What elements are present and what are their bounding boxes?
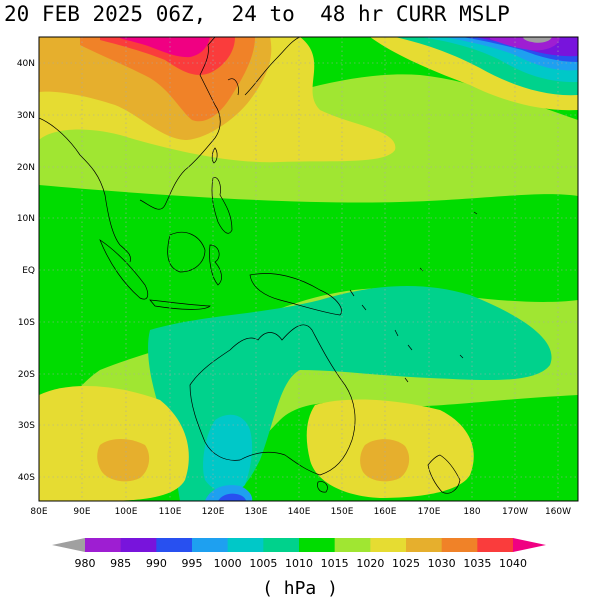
colorbar-segment (192, 538, 229, 552)
lon-tick-180: 180 (463, 507, 480, 517)
field-990-995-south (218, 493, 246, 501)
colorbar-label: 1035 (463, 557, 491, 570)
lat-tick-20s: 20S (18, 370, 35, 380)
tasmania-coastline (317, 481, 328, 493)
units-label: ( hPa ) (262, 578, 338, 599)
colorbar-label: 1000 (214, 557, 242, 570)
field-1040plus-north (120, 37, 210, 58)
lon-tick-160w: 160W (545, 507, 571, 517)
pacific-islands-coastline (349, 211, 478, 383)
lat-tick-eq: EQ (22, 266, 35, 276)
lat-tick-10n: 10N (17, 214, 35, 224)
colorbar-high-arrow (513, 538, 546, 552)
colorbar-label: 1010 (285, 557, 313, 570)
lon-tick-120e: 120E (202, 507, 225, 517)
colorbar-label: 1005 (249, 557, 277, 570)
asia-coastline (39, 37, 221, 263)
new-zealand-coastline (427, 454, 461, 494)
colorbar-label: 995 (182, 557, 203, 570)
lat-tick-10s: 10S (18, 318, 35, 328)
colorbar-label: 1040 (499, 557, 527, 570)
lon-tick-100e: 100E (115, 507, 138, 517)
sulawesi-coastline (209, 244, 222, 286)
lat-tick-40s: 40S (18, 473, 35, 483)
field-1000-1005-aus (203, 414, 253, 492)
colorbar-segment (120, 538, 157, 552)
lon-tick-80e: 80E (30, 507, 47, 517)
lat-tick-40n: 40N (17, 59, 35, 69)
colorbar-segment (334, 538, 371, 552)
plot-frame (38, 36, 579, 502)
colorbar-segment (441, 538, 478, 552)
lon-tick-130e: 130E (245, 507, 268, 517)
lat-tick-30s: 30S (18, 421, 35, 431)
korea-japan-coastline (227, 37, 301, 96)
field-below-980-ne (523, 37, 552, 43)
lon-axis: 80E 90E 100E 110E 120E 130E 140E 150E 16… (30, 507, 571, 517)
sumatra-coastline (99, 239, 149, 300)
coastlines (39, 37, 478, 494)
field-1010-1015-band (39, 185, 578, 440)
borneo-coastline (167, 231, 206, 273)
lon-tick-150e: 150E (331, 507, 354, 517)
colorbar-segment (156, 538, 193, 552)
colorbar-label: 1015 (321, 557, 349, 570)
colorbar-segment (477, 538, 514, 552)
lon-tick-170e: 170E (418, 507, 441, 517)
lat-tick-30n: 30N (17, 111, 35, 121)
colorbar-segment (227, 538, 264, 552)
lon-tick-160e: 160E (374, 507, 397, 517)
colorbar-segment (370, 538, 407, 552)
map-title: 20 FEB 2025 06Z, 24 to 48 hr CURR MSLP (4, 2, 510, 26)
colorbar-segment (263, 538, 300, 552)
colorbar-segment (299, 538, 336, 552)
pressure-field (39, 37, 578, 501)
lon-tick-140e: 140E (288, 507, 311, 517)
lat-axis: 40N 30N 20N 10N EQ 10S 20S 30S 40S (17, 59, 35, 483)
lon-tick-110e: 110E (159, 507, 182, 517)
colorbar-segment (85, 538, 122, 552)
colorbar-label: 1030 (428, 557, 456, 570)
colorbar-label: 980 (75, 557, 96, 570)
lon-tick-170w: 170W (502, 507, 528, 517)
colorbar-low-arrow (52, 538, 85, 552)
colorbar-label: 1020 (356, 557, 384, 570)
colorbar-segment (406, 538, 443, 552)
colorbar-label: 1025 (392, 557, 420, 570)
colorbar-label: 990 (146, 557, 167, 570)
field-1025-1030-sw (97, 439, 150, 482)
taiwan-coastline (211, 147, 218, 164)
colorbar: 980 985 990 995 1000 1005 1010 1015 1020 1025 1030… (52, 538, 546, 570)
new-guinea-coastline (249, 273, 342, 316)
lat-tick-20n: 20N (17, 163, 35, 173)
philippines-coastline (211, 177, 233, 234)
lon-tick-90e: 90E (73, 507, 90, 517)
field-1025-1030-se (360, 439, 410, 482)
graticule (39, 37, 578, 501)
java-coastline (149, 299, 211, 310)
colorbar-label: 985 (110, 557, 131, 570)
australia-coastline (189, 324, 356, 476)
